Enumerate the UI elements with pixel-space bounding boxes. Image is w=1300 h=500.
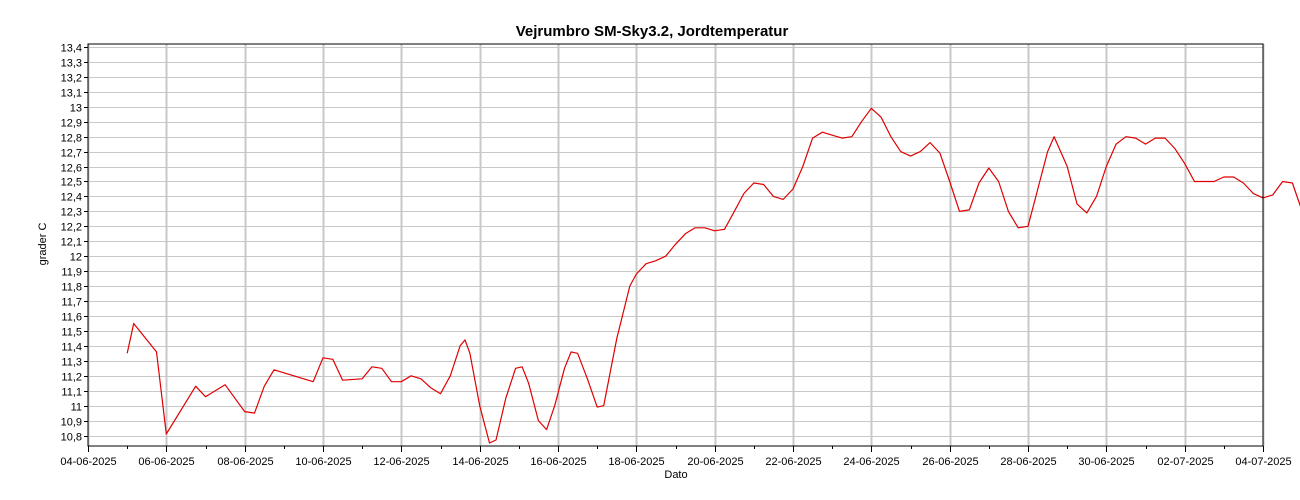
x-tick-label: 04-06-2025 bbox=[60, 456, 116, 468]
grid-lines bbox=[87, 44, 1265, 446]
x-tick-label: 24-06-2025 bbox=[843, 456, 899, 468]
y-tick-label: 11,1 bbox=[61, 387, 82, 399]
y-tick-label: 12,1 bbox=[61, 237, 82, 249]
y-tick-label: 13,1 bbox=[61, 88, 82, 100]
y-tick-label: 11,9 bbox=[61, 267, 82, 279]
y-axis-label: grader C bbox=[37, 223, 49, 266]
x-tick-label: 04-07-2025 bbox=[1235, 456, 1291, 468]
y-tick-label: 13,2 bbox=[61, 73, 82, 85]
x-tick-label: 10-06-2025 bbox=[295, 456, 351, 468]
x-tick-label: 28-06-2025 bbox=[1000, 456, 1056, 468]
y-tick-label: 10,9 bbox=[61, 417, 82, 429]
y-tick-label: 10,8 bbox=[61, 432, 82, 444]
x-tick-labels: 04-06-2025 06-06-2025 08-06-2025 10-06-2025… bbox=[60, 456, 1291, 468]
x-tick-label: 02-07-2025 bbox=[1157, 456, 1213, 468]
x-tick-label: 06-06-2025 bbox=[138, 456, 194, 468]
x-tick-label: 14-06-2025 bbox=[452, 456, 508, 468]
x-tick-label: 18-06-2025 bbox=[608, 456, 664, 468]
y-tick-labels: 10,8 10,9 11 11,1 11,2 11,3 11,4 11,5 11,6 11,7 11… bbox=[61, 43, 82, 444]
y-tick-label: 12,4 bbox=[61, 192, 82, 204]
y-tick-label: 11,7 bbox=[61, 297, 82, 309]
y-tick-label: 12,9 bbox=[61, 118, 82, 130]
series-group bbox=[126, 107, 1300, 444]
x-tick-label: 26-06-2025 bbox=[922, 456, 978, 468]
y-tick-label: 12 bbox=[70, 252, 82, 264]
y-tick-label: 11,6 bbox=[61, 312, 82, 324]
y-tick-label: 12,7 bbox=[61, 148, 82, 160]
x-tick-label: 22-06-2025 bbox=[765, 456, 821, 468]
x-tick-label: 16-06-2025 bbox=[530, 456, 586, 468]
x-tick-label: 30-06-2025 bbox=[1078, 456, 1134, 468]
series-line bbox=[126, 107, 1300, 444]
y-tick-label: 11,5 bbox=[61, 327, 82, 339]
y-tick-label: 12,2 bbox=[61, 222, 82, 234]
chart-title: Vejrumbro SM-Sky3.2, Jordtemperatur bbox=[516, 23, 789, 40]
y-tick-label: 11,8 bbox=[61, 282, 82, 294]
y-tick-label: 11,3 bbox=[61, 357, 82, 369]
x-tick-label: 12-06-2025 bbox=[373, 456, 429, 468]
y-tick-label: 11 bbox=[71, 402, 82, 414]
y-tick-label: 12,8 bbox=[61, 133, 82, 145]
y-tick-label: 12,5 bbox=[61, 177, 82, 189]
y-tick-label: 13,3 bbox=[61, 58, 82, 70]
x-tick-label: 20-06-2025 bbox=[687, 456, 743, 468]
y-tick-label: 13,4 bbox=[61, 43, 82, 55]
y-tick-label: 13 bbox=[70, 103, 82, 115]
x-axis-label: Dato bbox=[664, 469, 687, 481]
x-tick-label: 08-06-2025 bbox=[217, 456, 273, 468]
y-tick-label: 12,6 bbox=[61, 163, 82, 175]
y-tick-label: 11,4 bbox=[61, 342, 82, 354]
y-tick-label: 11,2 bbox=[61, 372, 82, 384]
y-tick-label: 12,3 bbox=[61, 207, 82, 219]
plot-frame bbox=[87, 43, 1264, 447]
